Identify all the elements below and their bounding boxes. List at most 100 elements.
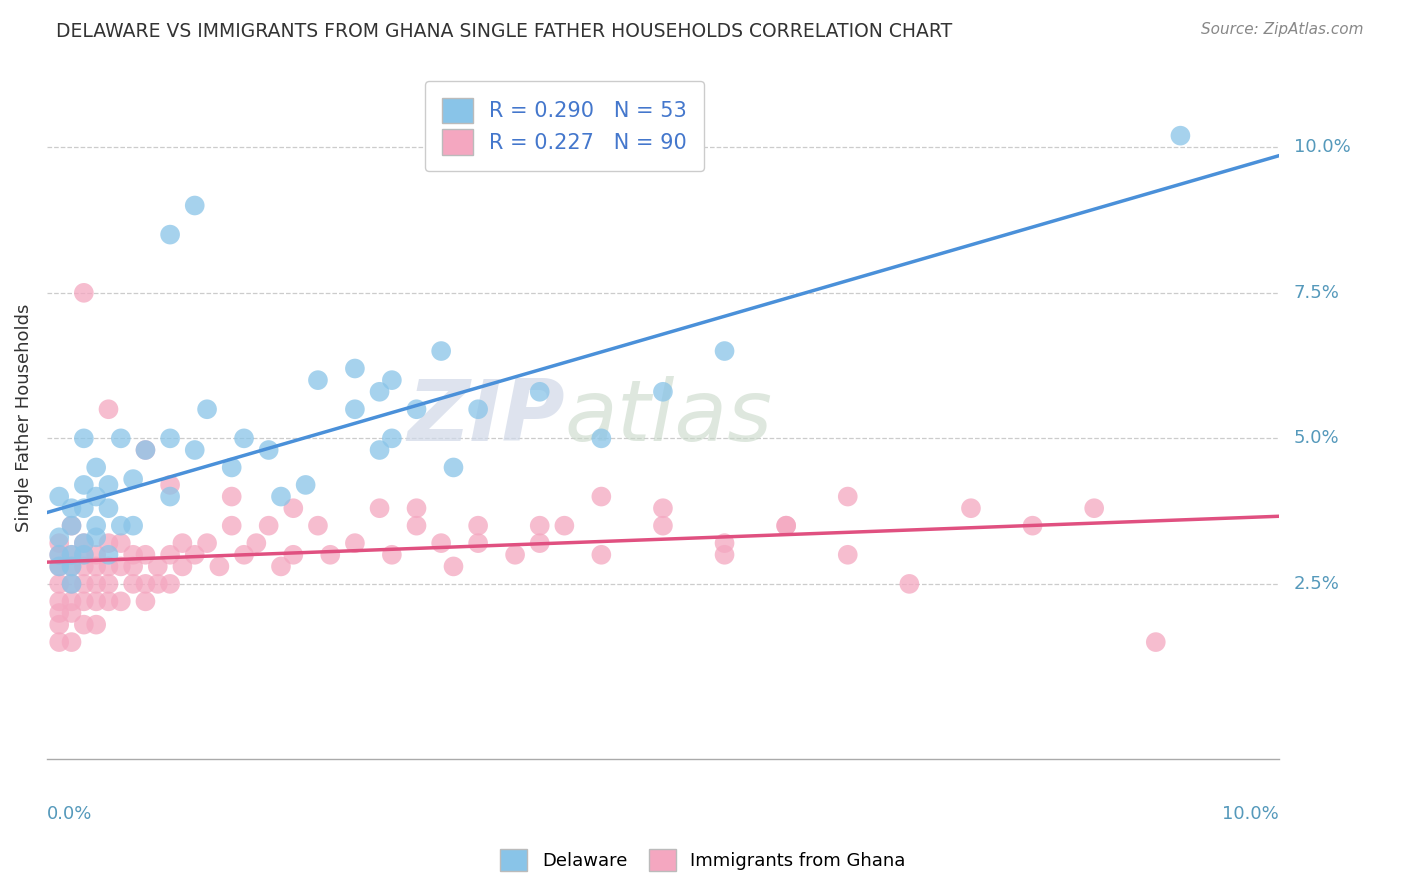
Point: [221, 460, 243, 475]
Point: [591, 490, 613, 504]
Point: [60, 548, 83, 562]
Point: [270, 559, 292, 574]
Point: [134, 442, 156, 457]
Text: ZIP: ZIP: [406, 376, 564, 459]
Point: [553, 518, 575, 533]
Point: [221, 518, 243, 533]
Point: [652, 518, 675, 533]
Point: [257, 442, 280, 457]
Point: [368, 442, 391, 457]
Point: [184, 548, 207, 562]
Point: [60, 559, 83, 574]
Point: [159, 431, 181, 445]
Point: [159, 548, 181, 562]
Point: [48, 559, 70, 574]
Point: [97, 402, 120, 417]
Point: [405, 402, 427, 417]
Point: [122, 548, 145, 562]
Point: [257, 518, 280, 533]
Text: 5.0%: 5.0%: [1294, 429, 1340, 448]
Point: [84, 594, 107, 608]
Point: [122, 559, 145, 574]
Point: [159, 490, 181, 504]
Point: [195, 536, 218, 550]
Point: [343, 536, 366, 550]
Point: [60, 594, 83, 608]
Point: [73, 478, 96, 492]
Point: [84, 460, 107, 475]
Point: [503, 548, 526, 562]
Point: [443, 460, 465, 475]
Point: [1144, 635, 1167, 649]
Point: [713, 548, 735, 562]
Point: [60, 501, 83, 516]
Y-axis label: Single Father Households: Single Father Households: [15, 304, 32, 533]
Point: [529, 384, 551, 399]
Point: [443, 559, 465, 574]
Point: [430, 344, 453, 359]
Point: [343, 361, 366, 376]
Point: [110, 431, 132, 445]
Point: [233, 431, 256, 445]
Point: [97, 577, 120, 591]
Point: [134, 594, 156, 608]
Point: [184, 442, 207, 457]
Point: [97, 548, 120, 562]
Text: 0.0%: 0.0%: [46, 805, 93, 823]
Point: [294, 478, 316, 492]
Point: [84, 617, 107, 632]
Point: [529, 536, 551, 550]
Point: [184, 198, 207, 212]
Point: [73, 285, 96, 300]
Point: [381, 548, 404, 562]
Point: [368, 384, 391, 399]
Point: [48, 617, 70, 632]
Text: atlas: atlas: [564, 376, 772, 459]
Point: [159, 577, 181, 591]
Text: DELAWARE VS IMMIGRANTS FROM GHANA SINGLE FATHER HOUSEHOLDS CORRELATION CHART: DELAWARE VS IMMIGRANTS FROM GHANA SINGLE…: [56, 22, 952, 41]
Point: [110, 536, 132, 550]
Point: [405, 518, 427, 533]
Point: [405, 501, 427, 516]
Point: [60, 559, 83, 574]
Point: [60, 518, 83, 533]
Point: [84, 490, 107, 504]
Point: [134, 577, 156, 591]
Point: [467, 402, 489, 417]
Point: [430, 536, 453, 550]
Point: [48, 577, 70, 591]
Point: [97, 536, 120, 550]
Point: [208, 559, 231, 574]
Point: [713, 536, 735, 550]
Point: [245, 536, 267, 550]
Point: [134, 548, 156, 562]
Point: [48, 536, 70, 550]
Point: [110, 594, 132, 608]
Point: [97, 594, 120, 608]
Point: [233, 548, 256, 562]
Point: [84, 577, 107, 591]
Point: [713, 344, 735, 359]
Point: [73, 577, 96, 591]
Point: [159, 227, 181, 242]
Point: [73, 548, 96, 562]
Point: [48, 606, 70, 620]
Point: [122, 472, 145, 486]
Point: [110, 518, 132, 533]
Text: Source: ZipAtlas.com: Source: ZipAtlas.com: [1201, 22, 1364, 37]
Point: [775, 518, 797, 533]
Point: [319, 548, 342, 562]
Point: [48, 635, 70, 649]
Point: [1021, 518, 1043, 533]
Text: 10.0%: 10.0%: [1294, 138, 1351, 156]
Point: [73, 617, 96, 632]
Point: [84, 559, 107, 574]
Point: [110, 559, 132, 574]
Point: [73, 559, 96, 574]
Point: [591, 431, 613, 445]
Point: [48, 548, 70, 562]
Point: [84, 530, 107, 544]
Point: [48, 594, 70, 608]
Point: [652, 501, 675, 516]
Point: [84, 518, 107, 533]
